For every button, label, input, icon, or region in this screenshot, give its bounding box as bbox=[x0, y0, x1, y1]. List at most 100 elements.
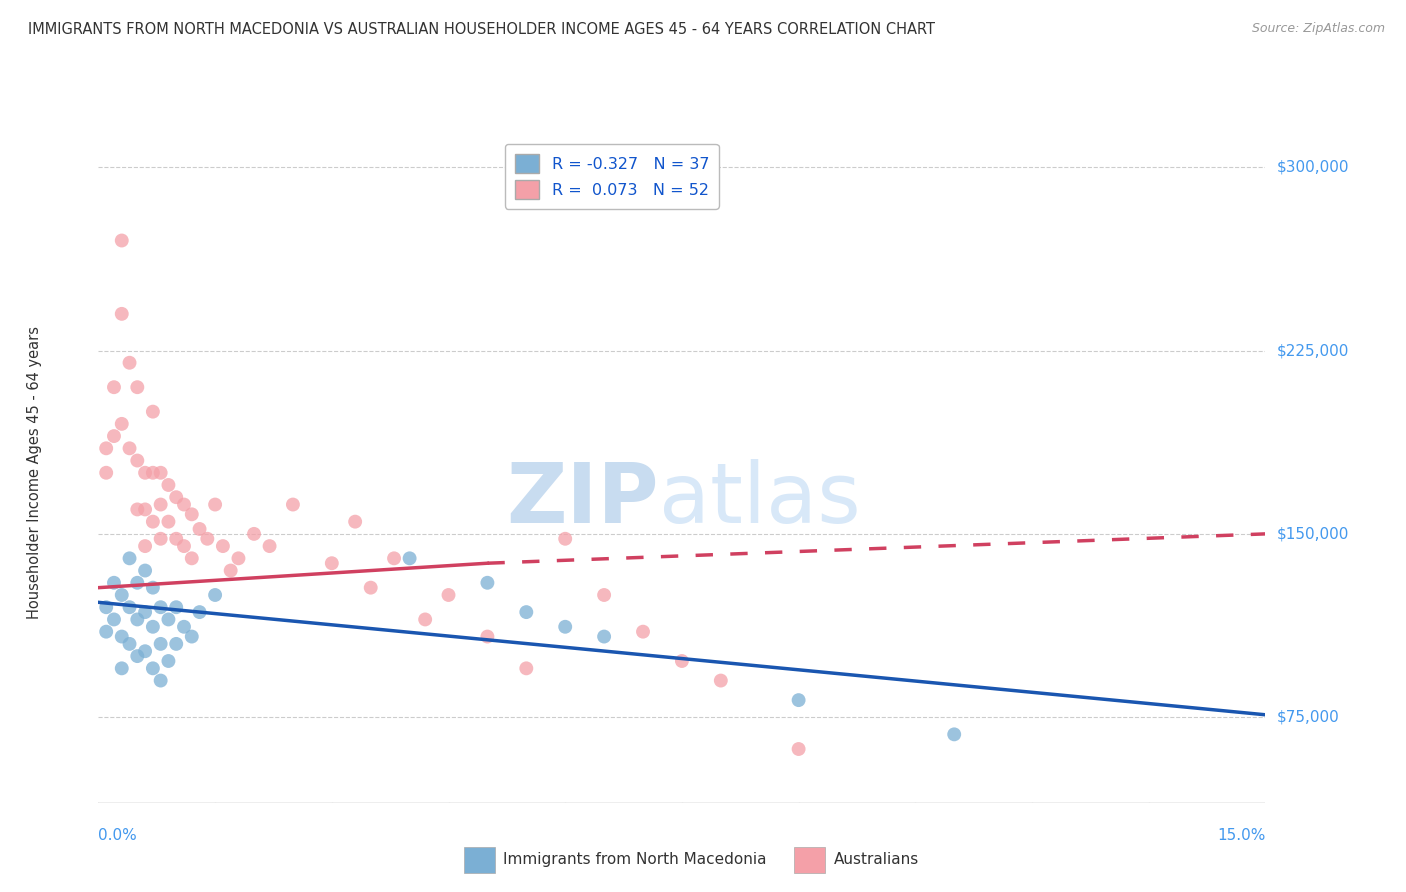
Point bbox=[127, 649, 149, 664]
Point bbox=[165, 637, 187, 651]
Point bbox=[413, 612, 436, 626]
Point bbox=[118, 637, 141, 651]
Point bbox=[360, 581, 382, 595]
Text: $75,000: $75,000 bbox=[1277, 710, 1340, 724]
Point bbox=[142, 404, 165, 418]
Point bbox=[382, 551, 405, 566]
Point bbox=[165, 490, 187, 504]
Point bbox=[111, 417, 134, 431]
Point bbox=[127, 575, 149, 590]
Point bbox=[111, 630, 134, 644]
Point bbox=[149, 673, 172, 688]
Point bbox=[943, 727, 966, 741]
Point bbox=[134, 605, 156, 619]
Point bbox=[96, 466, 118, 480]
Point bbox=[111, 234, 134, 248]
Point bbox=[142, 620, 165, 634]
Point bbox=[173, 498, 195, 512]
Text: 15.0%: 15.0% bbox=[1218, 828, 1265, 843]
Point bbox=[515, 605, 537, 619]
Point bbox=[142, 515, 165, 529]
Point bbox=[149, 600, 172, 615]
Point bbox=[157, 654, 180, 668]
Text: IMMIGRANTS FROM NORTH MACEDONIA VS AUSTRALIAN HOUSEHOLDER INCOME AGES 45 - 64 YE: IMMIGRANTS FROM NORTH MACEDONIA VS AUSTR… bbox=[28, 22, 935, 37]
Text: ZIP: ZIP bbox=[506, 458, 658, 540]
Point bbox=[103, 575, 125, 590]
Point bbox=[593, 588, 616, 602]
Text: $150,000: $150,000 bbox=[1277, 526, 1348, 541]
Text: $300,000: $300,000 bbox=[1277, 160, 1348, 175]
Point bbox=[165, 600, 187, 615]
Point bbox=[593, 630, 616, 644]
Point bbox=[212, 539, 235, 553]
Point bbox=[96, 600, 118, 615]
Point bbox=[127, 612, 149, 626]
Point bbox=[180, 551, 202, 566]
Point bbox=[111, 588, 134, 602]
Point bbox=[671, 654, 693, 668]
Text: Householder Income Ages 45 - 64 years: Householder Income Ages 45 - 64 years bbox=[27, 326, 42, 619]
Point bbox=[180, 630, 202, 644]
Point bbox=[173, 620, 195, 634]
Point bbox=[103, 612, 125, 626]
Point bbox=[149, 532, 172, 546]
Point bbox=[111, 307, 134, 321]
Point bbox=[111, 661, 134, 675]
FancyBboxPatch shape bbox=[794, 847, 825, 873]
Point bbox=[134, 502, 156, 516]
Point bbox=[142, 466, 165, 480]
Point bbox=[173, 539, 195, 553]
Point bbox=[188, 605, 211, 619]
FancyBboxPatch shape bbox=[464, 847, 495, 873]
Point bbox=[118, 600, 141, 615]
Point bbox=[228, 551, 250, 566]
Point bbox=[631, 624, 654, 639]
Point bbox=[118, 551, 141, 566]
Point bbox=[134, 564, 156, 578]
Point bbox=[195, 532, 218, 546]
Point bbox=[96, 442, 118, 456]
Point bbox=[787, 693, 810, 707]
Point bbox=[259, 539, 281, 553]
Point bbox=[344, 515, 367, 529]
Point bbox=[437, 588, 460, 602]
Point bbox=[134, 644, 156, 658]
Point bbox=[142, 661, 165, 675]
Point bbox=[477, 575, 499, 590]
Text: 0.0%: 0.0% bbox=[98, 828, 138, 843]
Point bbox=[96, 624, 118, 639]
Point bbox=[321, 556, 343, 570]
Point bbox=[554, 532, 576, 546]
Point bbox=[515, 661, 537, 675]
Text: atlas: atlas bbox=[658, 458, 860, 540]
Point bbox=[243, 527, 266, 541]
Point bbox=[157, 478, 180, 492]
Point bbox=[142, 581, 165, 595]
Point bbox=[103, 380, 125, 394]
Point bbox=[165, 532, 187, 546]
Point bbox=[134, 539, 156, 553]
Point bbox=[204, 588, 226, 602]
Text: Source: ZipAtlas.com: Source: ZipAtlas.com bbox=[1251, 22, 1385, 36]
Point bbox=[103, 429, 125, 443]
Text: Immigrants from North Macedonia: Immigrants from North Macedonia bbox=[503, 852, 766, 867]
Point bbox=[477, 630, 499, 644]
Point bbox=[219, 564, 242, 578]
Point bbox=[281, 498, 304, 512]
Point bbox=[118, 356, 141, 370]
Point bbox=[787, 742, 810, 756]
Point bbox=[127, 453, 149, 467]
Point bbox=[157, 612, 180, 626]
Point bbox=[157, 515, 180, 529]
Point bbox=[149, 498, 172, 512]
Point bbox=[127, 502, 149, 516]
Point bbox=[710, 673, 733, 688]
Point bbox=[134, 466, 156, 480]
Point bbox=[180, 508, 202, 522]
Point bbox=[398, 551, 420, 566]
Legend: R = -0.327   N = 37, R =  0.073   N = 52: R = -0.327 N = 37, R = 0.073 N = 52 bbox=[505, 145, 718, 209]
Point bbox=[149, 637, 172, 651]
Text: $225,000: $225,000 bbox=[1277, 343, 1348, 358]
Point bbox=[188, 522, 211, 536]
Point bbox=[204, 498, 226, 512]
